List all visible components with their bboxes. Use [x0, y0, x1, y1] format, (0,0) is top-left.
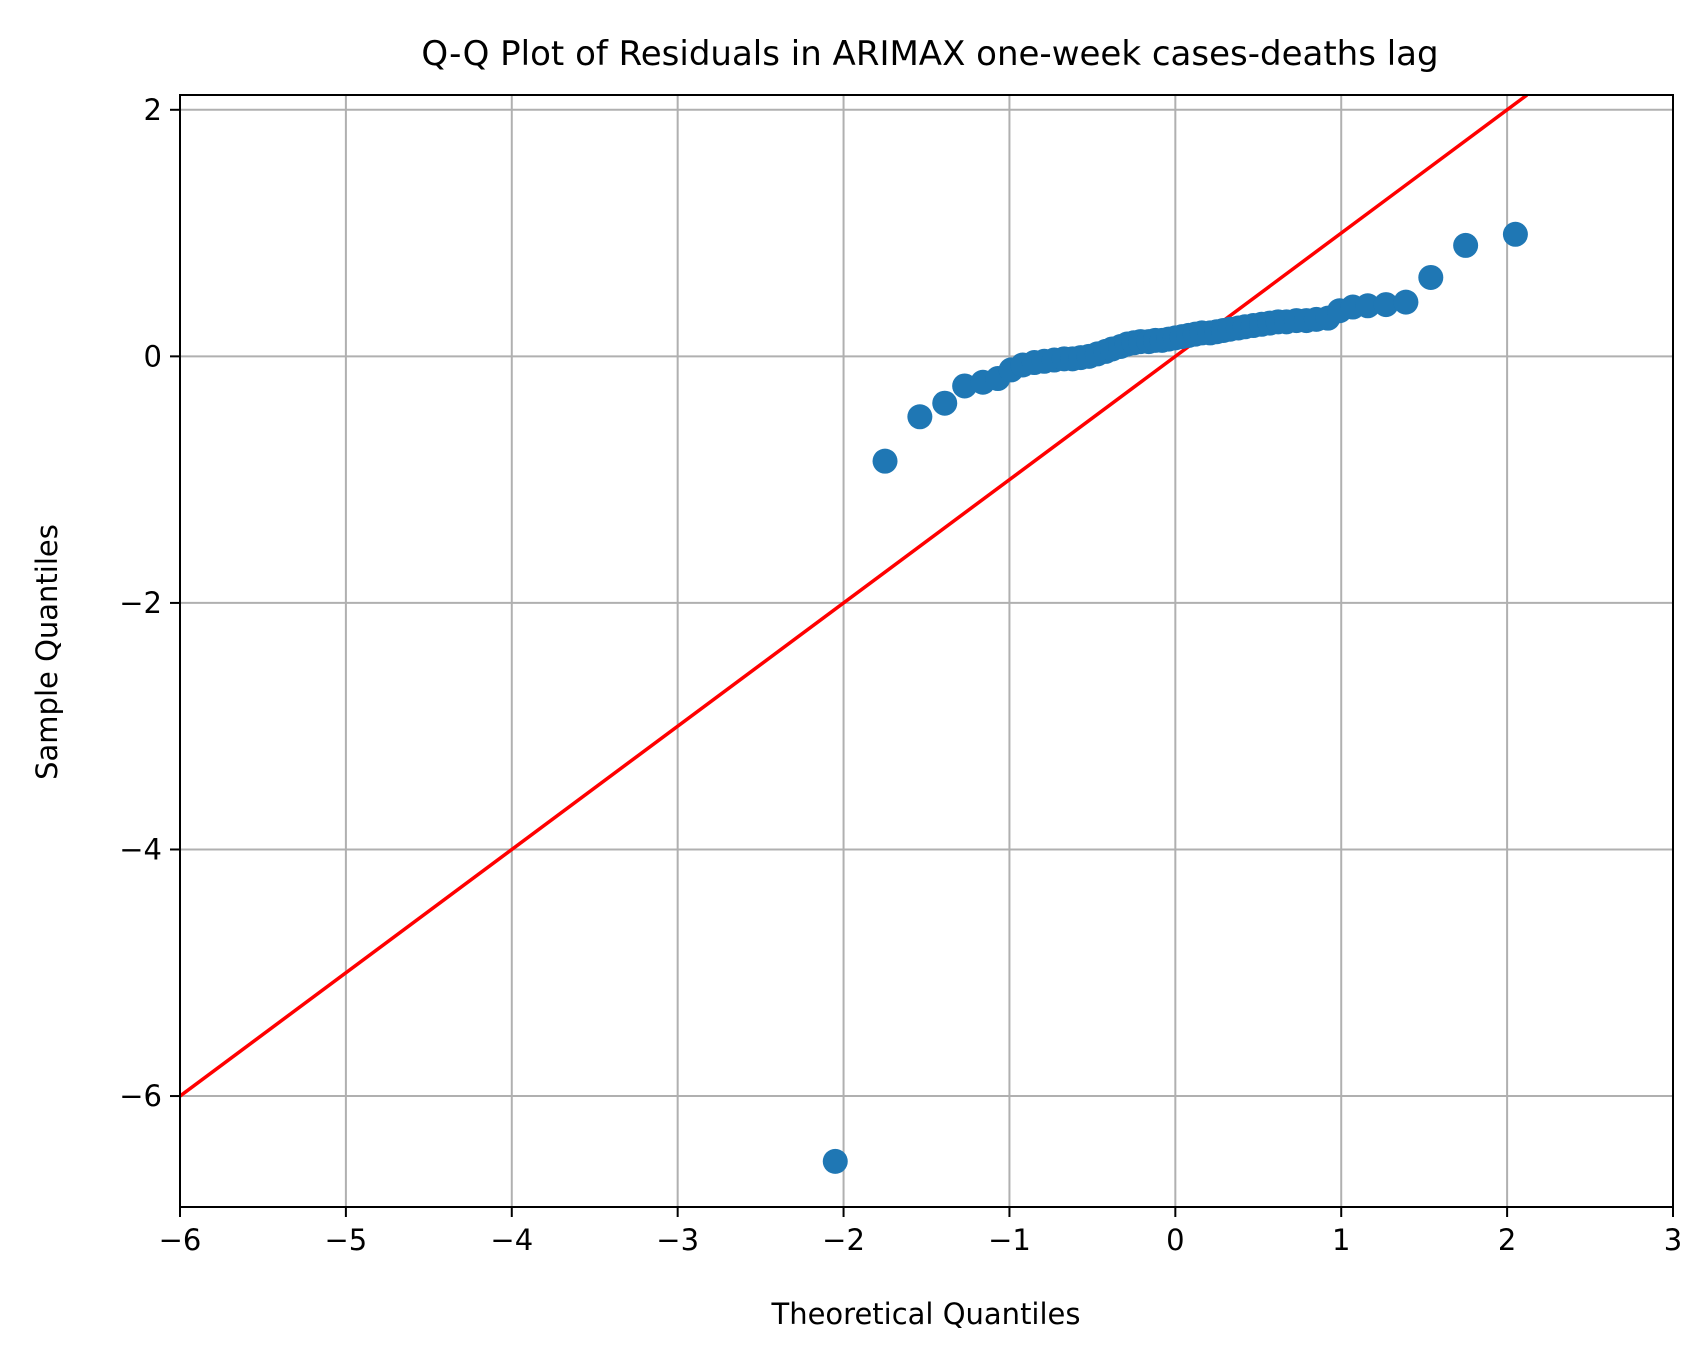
x-tick-label: −5 — [325, 1223, 368, 1257]
data-point — [1502, 221, 1528, 247]
data-point — [1393, 289, 1419, 315]
y-tick-label: −4 — [119, 832, 162, 866]
y-axis-label: Sample Quantiles — [30, 524, 64, 780]
y-tick-label: 0 — [144, 339, 162, 373]
data-point — [872, 448, 898, 474]
data-point — [932, 390, 958, 416]
y-tick-label: −6 — [119, 1079, 162, 1113]
x-tick-label: −3 — [656, 1223, 699, 1257]
data-point — [1355, 293, 1381, 319]
data-point — [907, 404, 933, 430]
x-tick-label: −6 — [159, 1223, 202, 1257]
x-tick-label: 2 — [1498, 1223, 1516, 1257]
x-axis-label: Theoretical Quantiles — [770, 1297, 1080, 1331]
x-tick-label: 0 — [1166, 1223, 1184, 1257]
y-axis-ticks: −6 −4 −2 0 2 — [119, 93, 180, 1113]
x-tick-label: −4 — [490, 1223, 533, 1257]
data-point — [822, 1148, 848, 1174]
x-tick-label: −1 — [988, 1223, 1031, 1257]
x-tick-label: 3 — [1664, 1223, 1682, 1257]
reference-line — [180, 95, 1529, 1098]
chart-title: Q-Q Plot of Residuals in ARIMAX one-week… — [421, 34, 1438, 74]
y-tick-label: −2 — [119, 586, 162, 620]
data-point — [1373, 292, 1399, 318]
data-point — [1418, 264, 1444, 290]
plot-frame — [179, 94, 1674, 1208]
data-points — [822, 221, 1528, 1174]
x-tick-label: 1 — [1332, 1223, 1350, 1257]
reference-line-layer — [180, 95, 1529, 1098]
grid-lines — [179, 95, 1674, 1207]
data-point — [1453, 232, 1479, 258]
x-tick-label: −2 — [822, 1223, 865, 1257]
y-tick-label: 2 — [144, 93, 162, 127]
x-axis-ticks: −6 −5 −4 −3 −2 −1 0 1 2 3 — [159, 1207, 1682, 1257]
